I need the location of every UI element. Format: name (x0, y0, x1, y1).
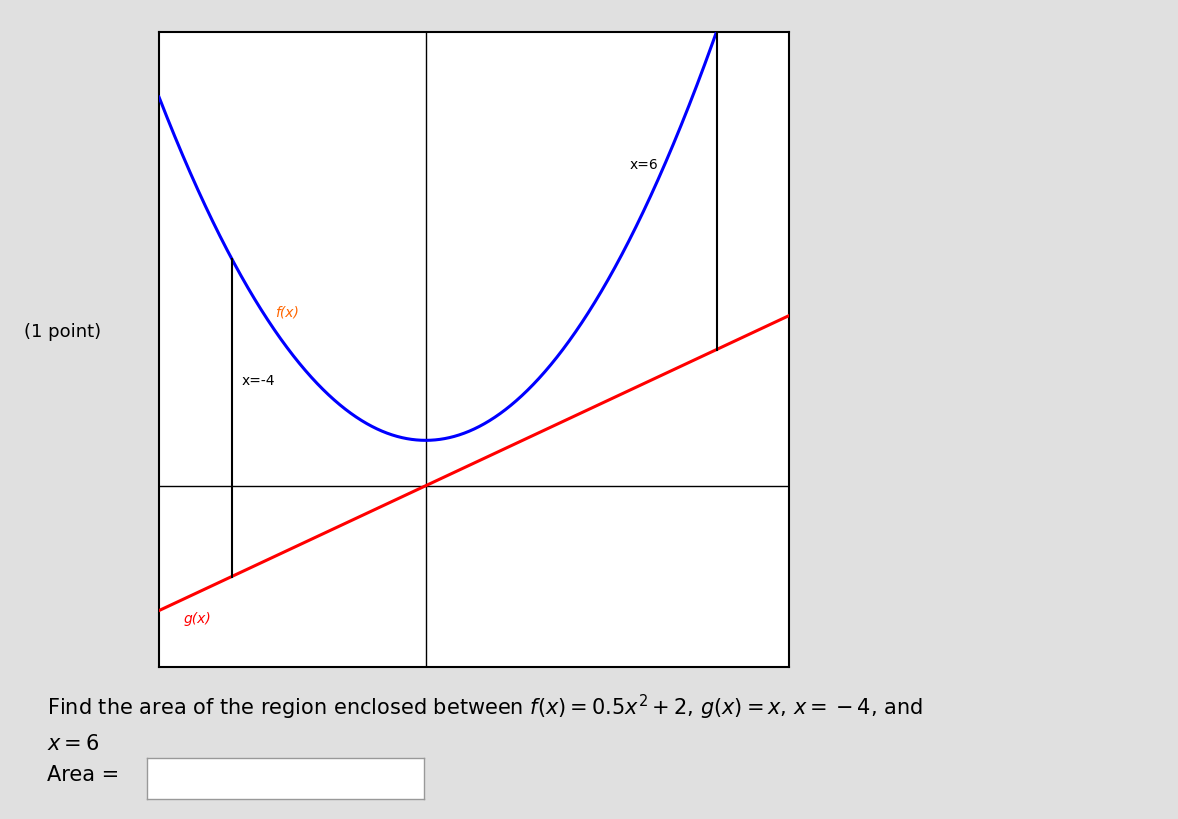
Text: x=-4: x=-4 (241, 373, 274, 387)
Text: x=6: x=6 (629, 158, 659, 172)
Text: $x = 6$: $x = 6$ (47, 733, 100, 753)
Text: f(x): f(x) (276, 305, 299, 319)
Text: g(x): g(x) (184, 611, 211, 625)
Text: (1 point): (1 point) (24, 323, 100, 341)
Text: Find the area of the region enclosed between $f(x) = 0.5x^2 + 2$, $g(x) = x$, $x: Find the area of the region enclosed bet… (47, 692, 922, 722)
Text: Area =: Area = (47, 764, 126, 784)
